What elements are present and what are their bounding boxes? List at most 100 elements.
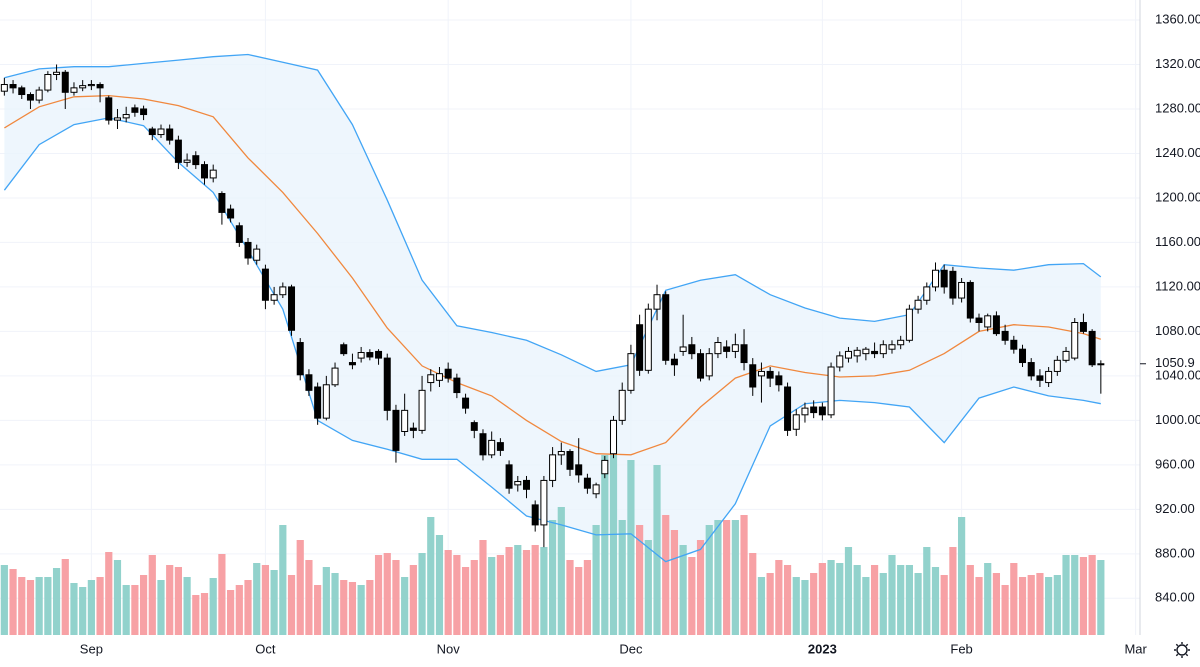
volume-bar [618,520,626,635]
volume-bar [583,560,592,635]
candle-body [409,427,417,431]
volume-bar [244,580,252,635]
candle-body [9,84,17,89]
candle-body [496,442,504,451]
volume-bar [496,555,504,635]
candle-body [853,349,861,357]
y-tick-label: 920.00 [1155,501,1195,516]
candle-body [514,481,522,486]
plot-area [0,53,1105,635]
x-tick-label: 2023 [808,641,837,656]
volume-bar [766,573,774,635]
candle-body [740,344,748,364]
axes: 840.00880.00920.00960.001000.001040.0010… [80,11,1200,656]
volume-bar [575,567,583,635]
candle-body [992,315,1000,335]
volume-bar [548,520,557,635]
volume-bar [105,552,113,635]
candle-body [505,464,513,489]
volume-bar [1001,585,1009,635]
volume-bar [879,573,887,635]
volume-bar [792,577,800,635]
volume-bar [557,507,565,635]
volume-bar [836,563,844,635]
volume-bar [775,560,783,635]
candle-body [1001,330,1009,341]
volume-bar [70,583,78,635]
candle-body [784,386,792,431]
candle-body [958,281,966,299]
y-tick-label: 1320.00 [1155,56,1200,71]
x-tick-label: Dec [619,641,643,656]
volume-bar [348,582,357,635]
candle-body [375,350,383,359]
candle-body [435,373,443,381]
volume-bar [923,547,931,635]
volume-bar [305,560,313,635]
bollinger-middle [4,94,1101,456]
volume-bar [592,525,600,635]
candle-body [871,350,879,355]
y-tick-label: 1000.00 [1155,412,1200,427]
volume-bar [1079,557,1088,635]
x-tick-label: Sep [80,641,103,656]
volume-bar [139,575,148,635]
volume-bar [662,515,670,635]
candle-body [1019,348,1027,364]
volume-bar [1045,577,1053,635]
volume-bar [218,554,226,635]
volume-bar [740,515,748,635]
volume-bar [96,577,104,635]
candle-body [818,406,826,416]
candle-body [549,454,557,481]
candle-body [96,84,104,89]
volume-bar [279,525,287,635]
candle-body [1045,370,1053,384]
volume-bar [253,563,261,635]
volume-bar [235,585,243,635]
candle-body [705,353,713,377]
candle-body [392,409,400,451]
candle-body [470,422,478,431]
candle-body [18,87,26,96]
candle-body [636,324,644,371]
candle-body [627,353,635,391]
candle-body [592,484,600,495]
candle-body [174,139,182,163]
y-tick-label: 1040.00 [1155,367,1200,382]
candle-body [479,433,487,456]
volume-bar [35,577,43,635]
volume-bar [409,565,417,635]
candle-body [1036,375,1044,381]
volume-bar [679,545,687,635]
candle-body [35,89,43,101]
y-tick-label: 1080.00 [1155,323,1200,338]
candle-body [644,308,652,371]
candle-body [697,353,705,379]
volume-bar [757,577,766,635]
x-tick-label: Nov [437,641,461,656]
volume-bar [131,585,139,635]
candle-body [314,386,322,419]
candle-body [522,479,530,490]
x-tick-label: Mar [1124,641,1147,656]
volume-bar [435,535,444,635]
volume-bar [453,555,461,635]
volume-bar [1071,555,1079,635]
volume-bar [975,577,983,635]
last-price-label: 1050.9 [1155,355,1195,370]
candle-body [566,451,574,470]
volume-bar [148,555,156,635]
volume-bar [401,577,409,635]
volume-bar [566,560,574,635]
volume-bar [505,547,513,635]
candle-body [766,370,774,379]
volume-bar [427,517,435,635]
volume-bar [723,520,731,635]
volume-bar [174,567,182,635]
y-tick-label: 1200.00 [1155,189,1200,204]
settings-icon[interactable] [1174,642,1190,658]
volume-bar [1053,575,1061,635]
y-tick-label: 840.00 [1155,590,1195,605]
volume-bar [749,553,757,635]
